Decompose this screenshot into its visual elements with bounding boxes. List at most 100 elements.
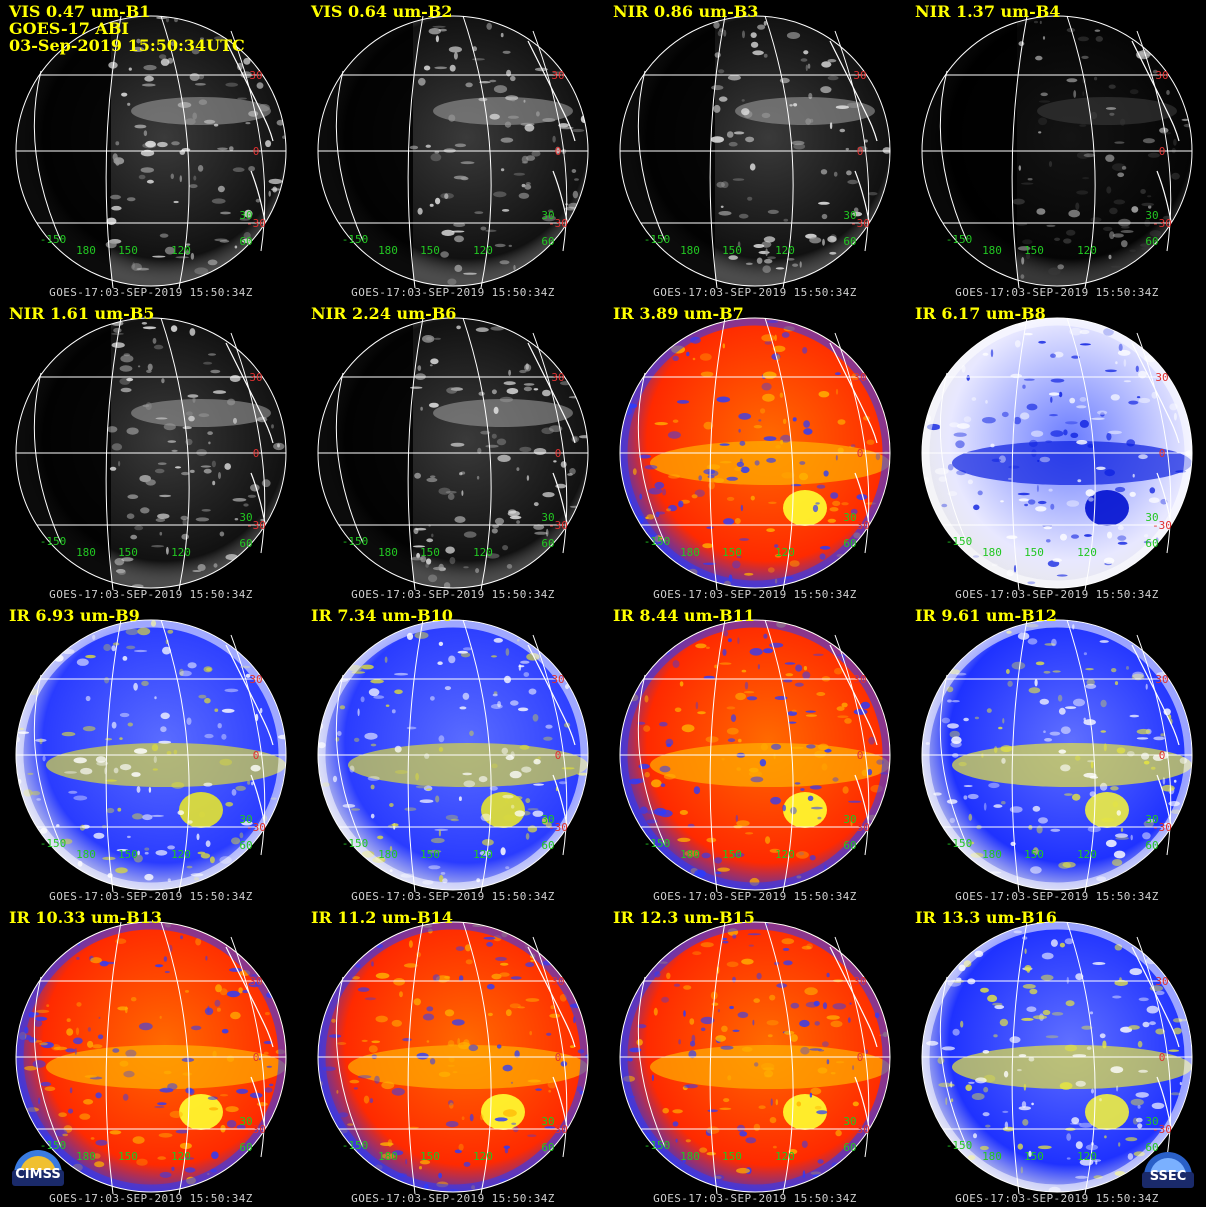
lon-label: 180 (680, 546, 700, 559)
band-title: IR 11.2 um-B14 (311, 908, 453, 927)
latlon-grid (921, 619, 1193, 893)
lat-label: 0 (1159, 749, 1166, 762)
lon-label: 150 (420, 1150, 440, 1163)
lat-label-green: 30 (1145, 813, 1158, 826)
lon-label: -150 (342, 837, 369, 850)
lon-label: 60 (239, 235, 252, 248)
lat-label: 30 (249, 673, 262, 686)
lon-label: 180 (378, 1150, 398, 1163)
lon-label: 120 (775, 848, 795, 861)
lat-label: 30 (551, 975, 564, 988)
lat-label: 30 (249, 69, 262, 82)
lon-label: 120 (171, 546, 191, 559)
lon-label: -150 (40, 837, 67, 850)
latlon-grid (921, 921, 1193, 1195)
lon-label: 180 (982, 848, 1002, 861)
earth-disk-image: 30 0 -30 -150 180 150 120 60 30 (317, 921, 589, 1195)
lat-label: 0 (555, 749, 562, 762)
lat-label: -30 (850, 217, 870, 230)
lon-label: 120 (473, 546, 493, 559)
timestamp-footer: GOES-17:03-SEP-2019 15:50:34Z (955, 286, 1159, 299)
lon-label: 120 (1077, 1150, 1097, 1163)
timestamp-footer: GOES-17:03-SEP-2019 15:50:34Z (653, 588, 857, 601)
earth-disk-image: 30 0 -30 -150 180 150 120 60 30 (317, 619, 589, 893)
lat-label: -30 (246, 217, 266, 230)
lat-label: 0 (1159, 145, 1166, 158)
lat-label: -30 (246, 1123, 266, 1136)
lat-label: -30 (1152, 519, 1172, 532)
timestamp-footer: GOES-17:03-SEP-2019 15:50:34Z (351, 588, 555, 601)
lat-label-green: 30 (843, 209, 856, 222)
lat-label: -30 (1152, 1123, 1172, 1136)
lon-label: 180 (982, 546, 1002, 559)
lon-label: 60 (843, 1141, 856, 1154)
band-panel-11: 30 0 -30 -150 180 150 120 60 30 IR 8.44 um-B11 G… (605, 605, 905, 905)
lon-label: 60 (541, 839, 554, 852)
lon-label: 120 (1077, 848, 1097, 861)
lon-label: 60 (843, 839, 856, 852)
band-panel-12: 30 0 -30 -150 180 150 120 60 30 IR 9.61 um-B12 G… (907, 605, 1206, 905)
lat-label: 30 (249, 371, 262, 384)
lat-label: 0 (555, 1051, 562, 1064)
band-title: IR 13.3 um-B16 (915, 908, 1057, 927)
latlon-grid (317, 921, 589, 1195)
band-panel-10: 30 0 -30 -150 180 150 120 60 30 IR 7.34 um-B10 G… (303, 605, 603, 905)
earth-disk-image: 30 0 -30 -150 180 150 120 60 30 (15, 15, 287, 289)
lon-label: 60 (1145, 537, 1158, 550)
latlon-grid (15, 317, 287, 591)
band-title: IR 6.93 um-B9 (9, 606, 140, 625)
earth-disk-image: 30 0 -30 -150 180 150 120 60 30 (619, 619, 891, 893)
latlon-grid (619, 317, 891, 591)
earth-disk-image: 30 0 -30 -150 180 150 120 60 30 (15, 317, 287, 591)
timestamp-footer: GOES-17:03-SEP-2019 15:50:34Z (955, 588, 1159, 601)
lon-label: 60 (239, 839, 252, 852)
lat-label: 0 (857, 447, 864, 460)
lat-label-green: 30 (541, 209, 554, 222)
lat-label: 30 (249, 975, 262, 988)
lat-label-green: 30 (239, 511, 252, 524)
lat-label: 0 (1159, 1051, 1166, 1064)
earth-disk-image: 30 0 -30 -150 180 150 120 60 30 (921, 15, 1193, 289)
lon-label: -150 (644, 1139, 671, 1152)
lon-label: 180 (378, 848, 398, 861)
latlon-grid (921, 15, 1193, 289)
lat-label: -30 (1152, 821, 1172, 834)
lat-label-green: 30 (1145, 511, 1158, 524)
lon-label: -150 (946, 535, 973, 548)
band-panel-3: 30 0 -30 -150 180 150 120 60 30 NIR 0.86 um-B3 G… (605, 1, 905, 301)
lon-label: 60 (843, 235, 856, 248)
lon-label: 150 (118, 1150, 138, 1163)
lat-label: 0 (555, 447, 562, 460)
lon-label: 150 (722, 546, 742, 559)
band-title: IR 9.61 um-B12 (915, 606, 1057, 625)
lat-label: 30 (1155, 975, 1168, 988)
lat-label-green: 30 (843, 1115, 856, 1128)
lat-label: 30 (1155, 69, 1168, 82)
lon-label: -150 (946, 1139, 973, 1152)
earth-disk-image: 30 0 -30 -150 180 150 120 60 30 (619, 15, 891, 289)
lon-label: 150 (118, 848, 138, 861)
lon-label: -150 (644, 837, 671, 850)
lon-label: 120 (1077, 244, 1097, 257)
lon-label: 60 (239, 537, 252, 550)
lat-label: 0 (253, 1051, 260, 1064)
lon-label: 150 (1024, 546, 1044, 559)
earth-disk-image: 30 0 -30 -150 180 150 120 60 30 (921, 317, 1193, 591)
lon-label: 150 (118, 244, 138, 257)
lon-label: 150 (420, 244, 440, 257)
band-panel-13: 30 0 -30 -150 180 150 120 60 30 IR 10.33 um-B13 … (1, 907, 301, 1207)
lat-label-green: 30 (541, 511, 554, 524)
lon-label: 150 (722, 848, 742, 861)
band-title: IR 12.3 um-B15 (613, 908, 755, 927)
lat-label: -30 (246, 821, 266, 834)
latlon-grid (921, 317, 1193, 591)
lat-label-green: 30 (843, 511, 856, 524)
timestamp-footer: GOES-17:03-SEP-2019 15:50:34Z (49, 286, 253, 299)
lon-label: 120 (473, 244, 493, 257)
lat-label: 30 (853, 673, 866, 686)
lon-label: -150 (946, 837, 973, 850)
band-title: NIR 2.24 um-B6 (311, 304, 457, 323)
lon-label: -150 (40, 1139, 67, 1152)
lon-label: 120 (1077, 546, 1097, 559)
